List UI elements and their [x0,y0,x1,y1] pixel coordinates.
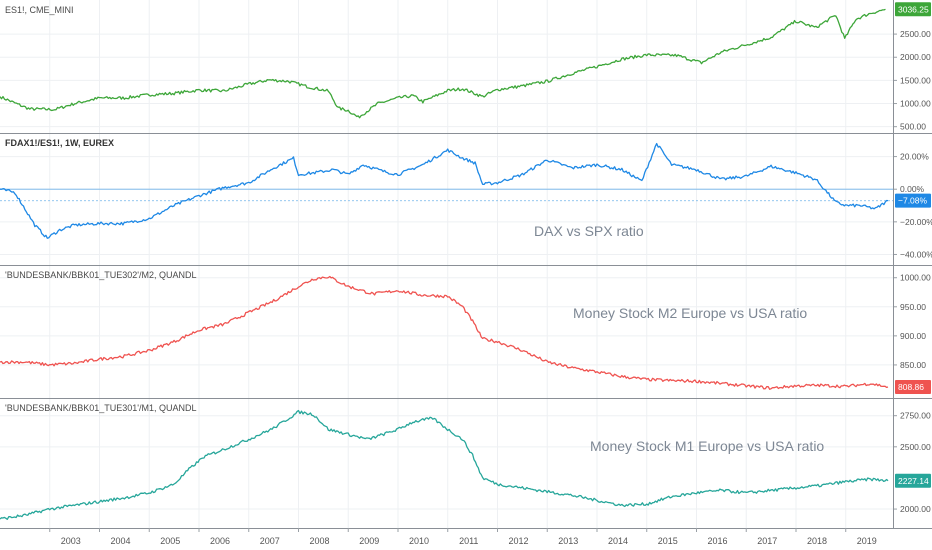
y-tick-label: 900.00 [900,331,926,341]
x-tick-label: 2009 [359,536,379,546]
last-value-badge [895,193,931,208]
last-value-tag: 3036.25 [895,2,931,17]
last-value-tag: −7.08% [895,193,931,208]
y-tick-label: 2500.00 [900,29,931,39]
x-tick-label: 2008 [309,536,329,546]
series-line [0,142,889,239]
last-value-badge [895,473,931,488]
last-value-badge [895,380,931,395]
x-tick-label: 2004 [110,536,130,546]
last-value-label: 3036.25 [898,4,929,14]
y-tick-label: 1500.00 [900,75,931,85]
x-tick-label: 2014 [608,536,628,546]
chart-pane-2: 20.00% 0.00% −20.00% −40.00% FDAX1!/ES1!, 1W… [0,138,932,259]
y-tick-label: 950.00 [900,302,926,312]
x-tick-label: 2018 [807,536,827,546]
x-tick-label: 2003 [61,536,81,546]
y-tick-label: 20.00% [900,152,929,162]
x-tick-label: 2015 [658,536,678,546]
x-tick-label: 2010 [409,536,429,546]
x-tick-label: 2011 [459,536,478,546]
x-tick-label: 2019 [857,536,877,546]
pane-title: 'BUNDESBANK/BBK01_TUE302'/M2, QUANDL [5,270,197,280]
y-tick-label: −40.00% [900,249,932,259]
y-tick-label: 2000.00 [900,504,931,514]
pane-title: 'BUNDESBANK/BBK01_TUE301'/M1, QUANDL [5,403,197,413]
x-axis-labels: 2003 2004 2005 2006 2007 2008 2009 2010 2011 2012… [49,528,877,546]
pane-title: FDAX1!/ES1!, 1W, EUREX [5,138,114,148]
y-tick-label: 850.00 [900,360,926,370]
y-tick-label: −20.00% [900,217,932,227]
y-tick-label: 2500.00 [900,442,931,452]
series-line [0,8,886,119]
series-line [0,275,889,390]
y-tick-label: 0.00% [900,184,925,194]
series-line [0,409,889,520]
x-gridlines [49,0,847,528]
y-tick-label: 2000.00 [900,52,931,62]
y-tick-label: 2750.00 [900,411,931,421]
chart-pane-4: 2750.00 2500.00 2000.00 'BUNDESBANK/BBK01_T… [0,403,931,520]
chart-pane-1: 500.00 1000.00 1500.00 2000.00 2500.00 ES1!, … [0,2,931,132]
last-value-label: 808.86 [898,382,924,392]
x-tick-label: 2007 [260,536,280,546]
chart-pane-3: 1000.00 950.00 900.00 850.00 'BUNDESBANK/BBK… [0,270,931,395]
annotation-text: Money Stock M1 Europe vs USA ratio [590,438,824,454]
annotation-text: Money Stock M2 Europe vs USA ratio [573,305,807,321]
y-tick-label: 500.00 [900,122,926,132]
x-tick-label: 2012 [508,536,528,546]
last-value-badge [895,2,931,17]
pane-title: ES1!, CME_MINI [5,5,74,15]
y-tick-label: 1000.00 [900,273,931,283]
annotation-text: DAX vs SPX ratio [534,223,644,239]
last-value-tag: 2227.14 [895,473,931,488]
last-value-label: −7.08% [898,196,928,206]
last-value-tag: 808.86 [895,380,931,395]
x-tick-label: 2017 [757,536,777,546]
y-tick-label: 1000.00 [900,99,931,109]
x-tick-label: 2006 [210,536,230,546]
last-value-label: 2227.14 [898,476,929,486]
x-tick-label: 2013 [558,536,578,546]
x-tick-label: 2016 [707,536,727,546]
x-tick-label: 2005 [160,536,180,546]
